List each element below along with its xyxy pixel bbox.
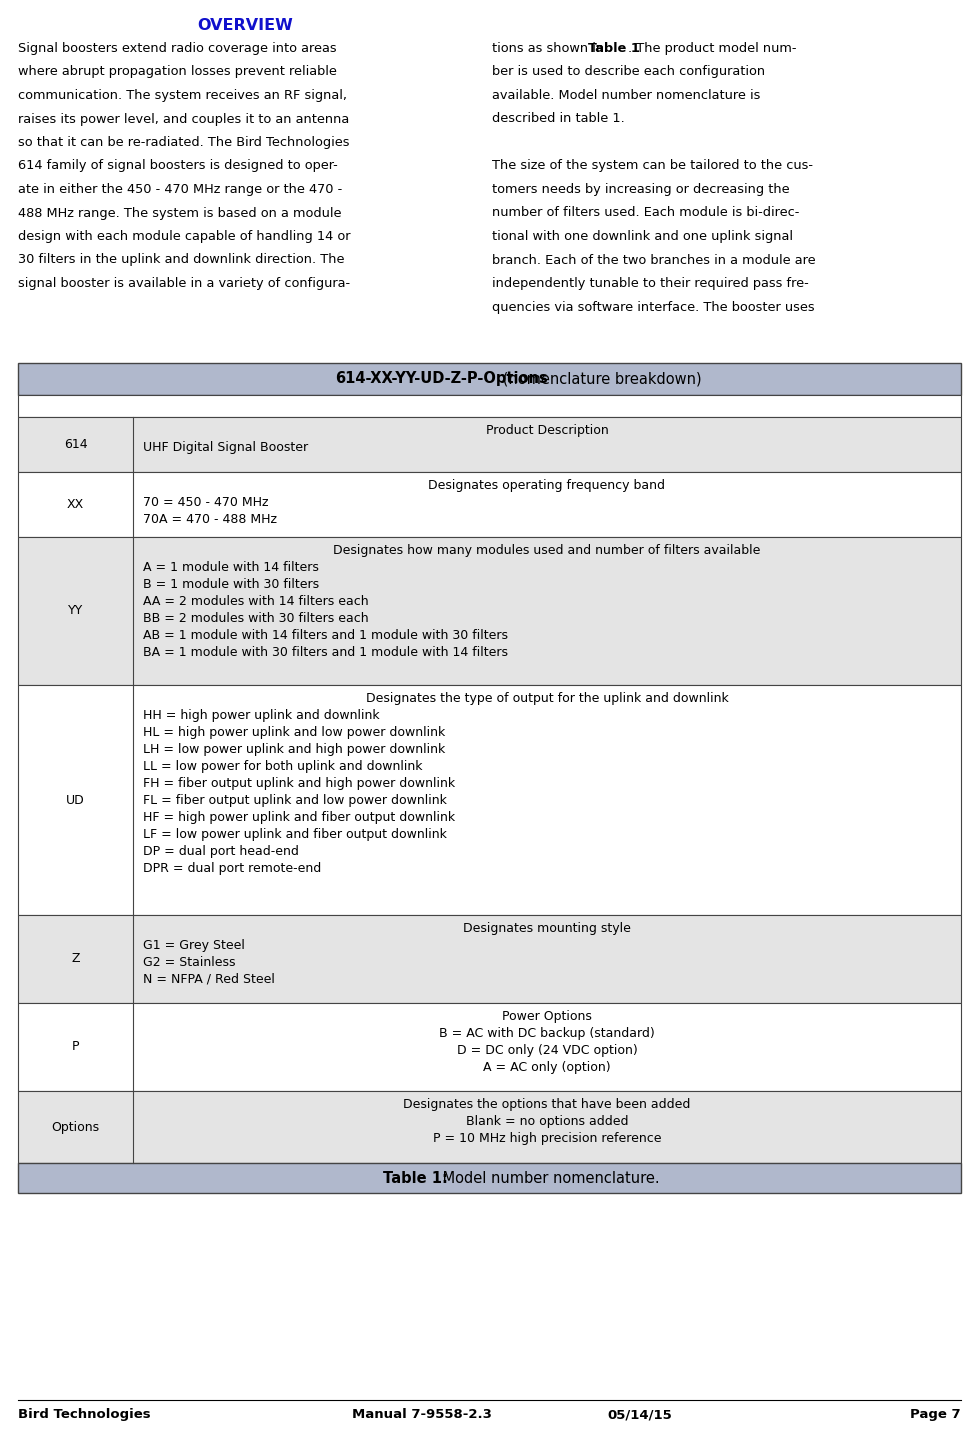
Text: AB = 1 module with 14 filters and 1 module with 30 filters: AB = 1 module with 14 filters and 1 modu… (143, 630, 508, 643)
Text: 05/14/15: 05/14/15 (606, 1408, 671, 1421)
Text: BA = 1 module with 30 filters and 1 module with 14 filters: BA = 1 module with 30 filters and 1 modu… (143, 645, 508, 660)
Text: 614: 614 (64, 438, 87, 451)
Text: G2 = Stainless: G2 = Stainless (143, 956, 236, 969)
Text: independently tunable to their required pass fre-: independently tunable to their required … (492, 278, 808, 290)
Bar (18, 1163, 960, 1193)
Text: Designates the options that have been added: Designates the options that have been ad… (403, 1098, 690, 1110)
Text: Model number nomenclature.: Model number nomenclature. (437, 1171, 658, 1186)
Bar (18, 685, 960, 914)
Text: Designates operating frequency band: Designates operating frequency band (428, 479, 665, 492)
Text: Designates mounting style: Designates mounting style (463, 922, 630, 934)
Text: Designates how many modules used and number of filters available: Designates how many modules used and num… (333, 544, 760, 557)
Text: D = DC only (24 VDC option): D = DC only (24 VDC option) (456, 1045, 637, 1058)
Text: DP = dual port head-end: DP = dual port head-end (143, 844, 298, 859)
Text: Page 7: Page 7 (910, 1408, 960, 1421)
Text: (nomenclature breakdown): (nomenclature breakdown) (498, 371, 701, 386)
Text: ate in either the 450 - 470 MHz range or the 470 -: ate in either the 450 - 470 MHz range or… (18, 183, 342, 196)
Bar (18, 363, 960, 395)
Text: Product Description: Product Description (485, 424, 607, 436)
Text: 30 filters in the uplink and downlink direction. The: 30 filters in the uplink and downlink di… (18, 253, 344, 266)
Text: P = 10 MHz high precision reference: P = 10 MHz high precision reference (432, 1132, 660, 1145)
Text: N = NFPA / Red Steel: N = NFPA / Red Steel (143, 973, 275, 986)
Text: available. Model number nomenclature is: available. Model number nomenclature is (492, 89, 760, 102)
Text: Options: Options (52, 1120, 100, 1133)
Text: G1 = Grey Steel: G1 = Grey Steel (143, 939, 244, 952)
Text: HL = high power uplink and low power downlink: HL = high power uplink and low power dow… (143, 726, 445, 738)
Text: design with each module capable of handling 14 or: design with each module capable of handl… (18, 230, 350, 243)
Text: Table 1:: Table 1: (383, 1171, 448, 1186)
Text: tomers needs by increasing or decreasing the: tomers needs by increasing or decreasing… (492, 183, 789, 196)
Text: AA = 2 modules with 14 filters each: AA = 2 modules with 14 filters each (143, 595, 369, 608)
Text: raises its power level, and couples it to an antenna: raises its power level, and couples it t… (18, 113, 349, 126)
Text: 614 family of signal boosters is designed to oper-: 614 family of signal boosters is designe… (18, 159, 337, 173)
Text: Designates the type of output for the uplink and downlink: Designates the type of output for the up… (365, 693, 728, 705)
Text: Manual 7-9558-2.3: Manual 7-9558-2.3 (352, 1408, 492, 1421)
Text: described in table 1.: described in table 1. (492, 113, 624, 126)
Text: A = 1 module with 14 filters: A = 1 module with 14 filters (143, 561, 319, 574)
Text: A = AC only (option): A = AC only (option) (483, 1060, 610, 1075)
Text: HF = high power uplink and fiber output downlink: HF = high power uplink and fiber output … (143, 811, 455, 824)
Text: 70A = 470 - 488 MHz: 70A = 470 - 488 MHz (143, 512, 277, 527)
Text: ber is used to describe each configuration: ber is used to describe each configurati… (492, 66, 765, 79)
Text: 488 MHz range. The system is based on a module: 488 MHz range. The system is based on a … (18, 206, 341, 219)
Text: branch. Each of the two branches in a module are: branch. Each of the two branches in a mo… (492, 253, 815, 266)
Bar (18, 416, 960, 472)
Text: . The product model num-: . The product model num- (628, 41, 796, 54)
Bar (18, 537, 960, 685)
Text: number of filters used. Each module is bi-direc-: number of filters used. Each module is b… (492, 206, 799, 219)
Text: B = AC with DC backup (standard): B = AC with DC backup (standard) (439, 1027, 654, 1040)
Text: FL = fiber output uplink and low power downlink: FL = fiber output uplink and low power d… (143, 794, 446, 807)
Text: quencies via software interface. The booster uses: quencies via software interface. The boo… (492, 301, 814, 313)
Bar (18, 1090, 960, 1163)
Text: LH = low power uplink and high power downlink: LH = low power uplink and high power dow… (143, 743, 445, 756)
Text: BB = 2 modules with 30 filters each: BB = 2 modules with 30 filters each (143, 612, 369, 625)
Text: signal booster is available in a variety of configura-: signal booster is available in a variety… (18, 278, 350, 290)
Bar (18, 395, 960, 416)
Text: YY: YY (67, 604, 83, 618)
Text: LF = low power uplink and fiber output downlink: LF = low power uplink and fiber output d… (143, 829, 446, 841)
Text: DPR = dual port remote-end: DPR = dual port remote-end (143, 861, 321, 874)
Text: communication. The system receives an RF signal,: communication. The system receives an RF… (18, 89, 346, 102)
Text: B = 1 module with 30 filters: B = 1 module with 30 filters (143, 578, 319, 591)
Text: P: P (71, 1040, 79, 1053)
Text: The size of the system can be tailored to the cus-: The size of the system can be tailored t… (492, 159, 812, 173)
Text: Blank = no options added: Blank = no options added (466, 1115, 628, 1128)
Text: FH = fiber output uplink and high power downlink: FH = fiber output uplink and high power … (143, 777, 455, 790)
Text: UHF Digital Signal Booster: UHF Digital Signal Booster (143, 441, 308, 454)
Text: Bird Technologies: Bird Technologies (18, 1408, 151, 1421)
Text: tions as shown in: tions as shown in (492, 41, 607, 54)
Text: 614-XX-YY-UD-Z-P-Options: 614-XX-YY-UD-Z-P-Options (334, 371, 547, 386)
Text: OVERVIEW: OVERVIEW (197, 19, 292, 33)
Text: where abrupt propagation losses prevent reliable: where abrupt propagation losses prevent … (18, 66, 336, 79)
Bar (18, 1003, 960, 1090)
Text: HH = high power uplink and downlink: HH = high power uplink and downlink (143, 708, 379, 723)
Text: 70 = 450 - 470 MHz: 70 = 450 - 470 MHz (143, 497, 268, 509)
Text: LL = low power for both uplink and downlink: LL = low power for both uplink and downl… (143, 760, 422, 773)
Text: XX: XX (67, 498, 84, 511)
Text: so that it can be re-radiated. The Bird Technologies: so that it can be re-radiated. The Bird … (18, 136, 349, 149)
Text: UD: UD (67, 794, 85, 807)
Bar (18, 472, 960, 537)
Text: tional with one downlink and one uplink signal: tional with one downlink and one uplink … (492, 230, 792, 243)
Text: Z: Z (71, 953, 79, 966)
Text: Power Options: Power Options (502, 1010, 592, 1023)
Bar (18, 914, 960, 1003)
Text: Table 1: Table 1 (588, 41, 640, 54)
Text: Signal boosters extend radio coverage into areas: Signal boosters extend radio coverage in… (18, 41, 336, 54)
